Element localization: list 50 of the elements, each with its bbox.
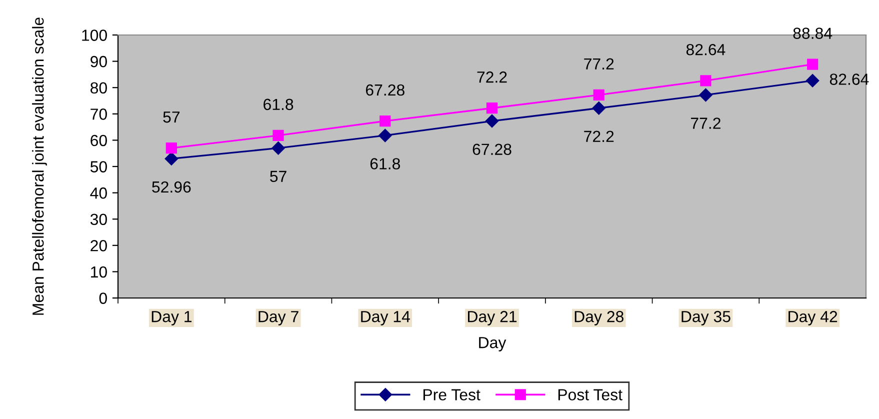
data-label: 52.96 [152,181,191,193]
point [806,74,820,88]
data-label: 67.28 [472,144,512,156]
point [378,128,392,142]
y-axis-title: Mean Patellofemoral joint evaluation scale [32,18,47,315]
point [272,142,285,155]
y-tick-label: 50 [90,161,107,172]
point [700,75,712,86]
x-tick-label: Day 1 [152,311,192,326]
data-label: 77.2 [690,118,720,129]
point [272,130,284,142]
legend-label: Post Test [558,389,622,400]
data-label: 61.8 [370,158,400,170]
y-tick-label: 60 [90,134,107,146]
x-tick-label: Day 35 [682,310,730,326]
x-tick-label: Day 21 [468,310,517,326]
y-tick-label: 70 [90,108,107,120]
data-label: 72.2 [477,71,507,83]
point [166,142,177,154]
x-tick-label: Day 14 [361,311,410,326]
data-label: 61.8 [264,98,294,110]
point [485,114,499,128]
point [699,88,712,102]
data-label: 72.2 [584,130,614,142]
legend-label: Pre Test [423,389,480,400]
y-tick-label: 100 [82,30,107,41]
point [593,89,604,101]
x-tick-label: Day 42 [788,310,838,326]
y-tick-label: 20 [90,240,107,252]
data-label: 77.2 [584,58,614,70]
data-label: 82.64 [830,74,869,85]
y-tick-label: 10 [91,266,107,278]
data-label: 82.64 [686,44,726,56]
point [380,116,391,127]
data-label: 67.28 [366,84,404,96]
y-tick-label: 0 [99,292,107,304]
data-label: 57 [270,170,286,182]
y-tick-label: 40 [90,187,107,199]
point [807,58,818,70]
x-axis-title: Day [479,337,506,352]
x-tick-label: Day 28 [574,310,624,326]
x-tick-label: Day 7 [258,311,298,326]
point [592,102,606,115]
data-label: 57 [163,112,180,123]
point [164,152,178,166]
point [486,102,498,114]
y-tick-label: 80 [90,82,107,94]
y-tick-label: 30 [90,214,107,226]
data-label: 88.84 [793,28,832,39]
y-tick-label: 90 [90,56,107,68]
